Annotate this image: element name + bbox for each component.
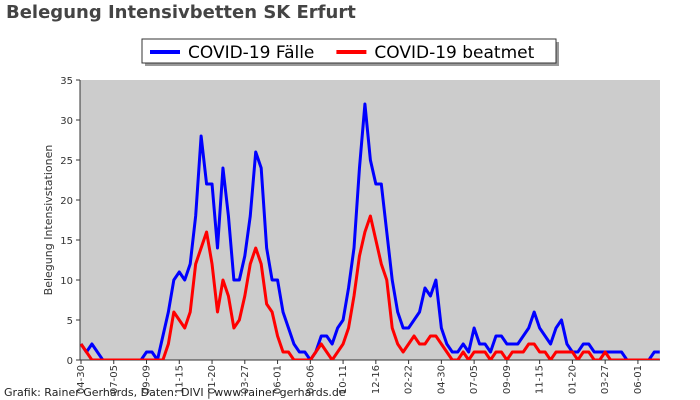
x-tick-label: 04-30 (436, 365, 447, 394)
legend-label: COVID-19 Fälle (188, 43, 314, 63)
x-tick-label: 06-01 (273, 365, 284, 394)
x-tick-label: 03-27 (240, 365, 251, 394)
series-line (80, 102, 660, 360)
x-tick-label: 09-09 (142, 365, 153, 394)
x-tick-label: 01-20 (207, 365, 218, 394)
x-tick-label: 08-06 (305, 365, 316, 394)
x-tick-label: 10-11 (338, 365, 349, 394)
x-tick-label: 01-20 (567, 365, 578, 394)
chart-title: Belegung Intensivbetten SK Erfurt (6, 2, 356, 23)
x-tick-label: 03-27 (600, 365, 611, 394)
y-tick-label: 25 (60, 156, 73, 167)
y-tick-label: 0 (67, 356, 73, 367)
x-tick-label: 11-15 (174, 365, 185, 394)
legend-label: COVID-19 beatmet (374, 43, 534, 63)
series-line (80, 214, 660, 360)
footer: Grafik: Rainer Gerhards, Daten: DIVI | w… (4, 386, 346, 399)
y-tick-label: 20 (60, 196, 73, 207)
y-tick-label: 5 (67, 316, 73, 327)
y-tick-label: 30 (60, 116, 73, 127)
y-tick-label: 15 (60, 236, 73, 247)
x-tick-label: 07-05 (109, 365, 120, 394)
y-tick-label: 10 (60, 276, 73, 287)
x-tick-label: 07-05 (469, 365, 480, 394)
x-tick-label: 04-30 (76, 365, 87, 394)
x-tick-label: 02-22 (404, 365, 415, 394)
x-tick-label: 06-01 (633, 365, 644, 394)
y-axis-label: Belegung Intensivstationen (42, 145, 55, 296)
y-tick-label: 35 (60, 76, 73, 87)
x-tick-label: 09-09 (502, 365, 513, 394)
x-tick-label: 12-16 (371, 365, 382, 394)
legend: COVID-19 Fälle COVID-19 beatmet (141, 38, 559, 66)
x-tick-label: 11-15 (535, 365, 546, 394)
